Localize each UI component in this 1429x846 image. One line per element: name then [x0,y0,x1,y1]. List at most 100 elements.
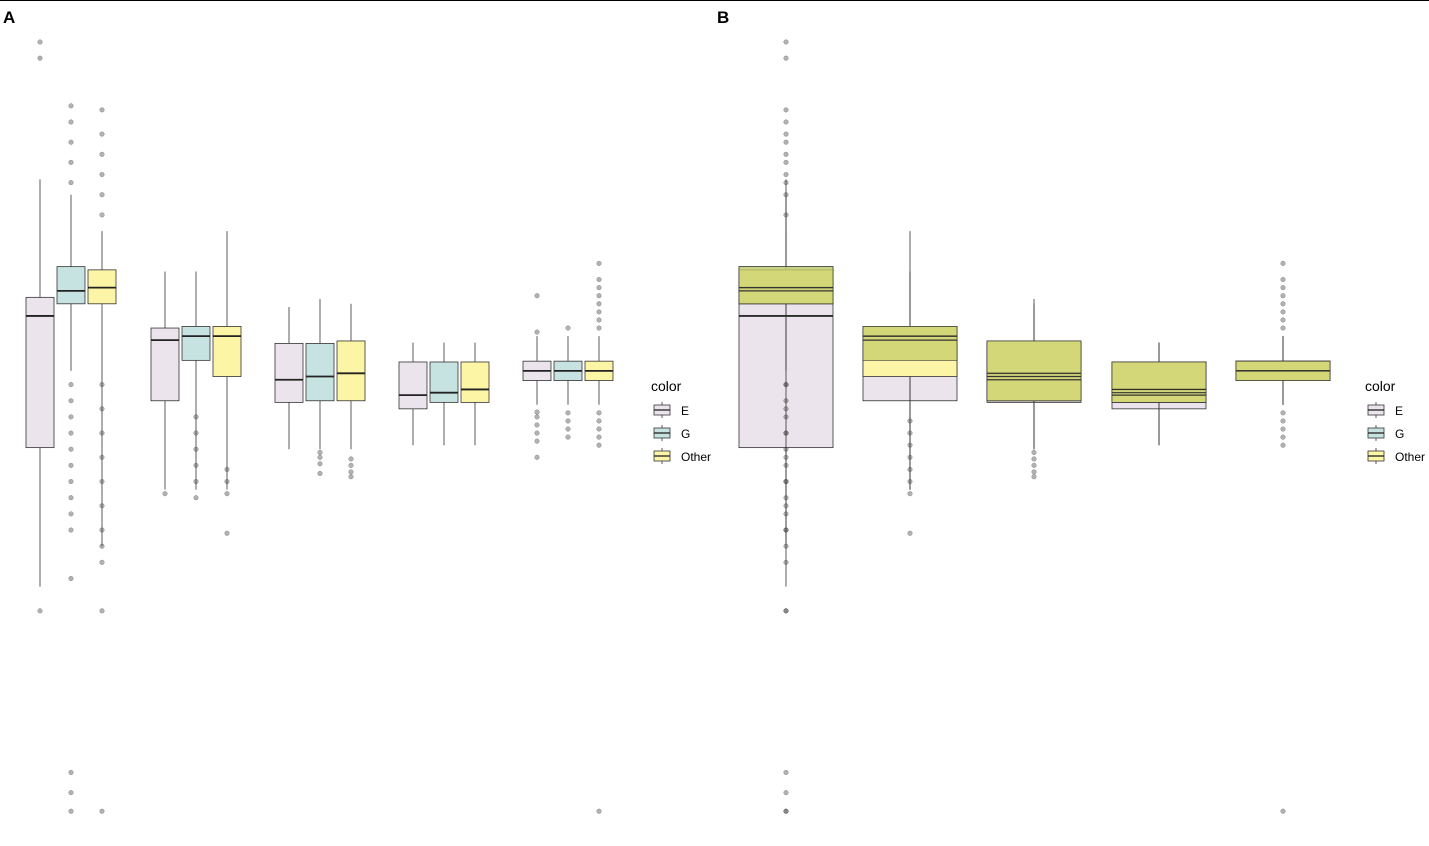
b-g1-e-outlier-3 [783,55,789,61]
a-g5-e-outlier-1 [534,454,540,460]
a-g2-other-outlier-2 [224,491,230,497]
b-g1-overlap-tint [738,266,834,305]
panel-b-tag: B [717,8,729,27]
b-g2-other-outlier-5 [907,454,913,460]
a-g5-other-outlier-4 [596,426,602,432]
legend-a-label-other: Other [681,450,711,464]
b-g3-other-outlier-5 [1031,449,1037,456]
a-g5-other-outlier-2 [596,442,602,448]
a-g1-other-outlier-3 [99,559,105,565]
b-g2-other-outlier-3 [907,479,913,485]
b-g2-other-outlier-4 [907,466,913,472]
a-g2-e-box [150,327,180,402]
a-g1-other-outlier-11 [99,382,105,388]
b-g1-other-outlier-9 [783,430,789,436]
a-g2-other-box [212,326,242,377]
a-g5-e-outlier-8 [534,293,540,299]
b-g3-other-outlier-4 [1031,456,1037,462]
a-g2-g-outlier-2 [193,479,199,485]
a-g5-g-outlier-2 [565,426,571,432]
a-g2-other-outlier-3 [224,479,230,485]
b-g1-g-outlier-17 [783,119,789,125]
a-g1-g-outlier-1 [68,575,74,582]
a-g2-g-outlier-6 [193,414,199,420]
a-g1-other-outlier-7 [99,479,105,485]
a-g5-e-outlier-3 [534,430,540,436]
panel-a-legend: color E G Other [651,378,711,464]
a-g5-other-outlier-1 [596,808,602,814]
a-g1-other-outlier-8 [99,454,105,460]
a-g1-g-outlier-5 [68,527,74,533]
a-g1-g-outlier-11 [68,430,74,436]
b-g1-other-outlier-3 [783,559,789,565]
a-g5-other-outlier-13 [596,277,602,283]
a-g2-g-box [181,326,211,361]
b-g1-g-outlier-15 [783,159,789,165]
b-g5-other-outlier-10 [1280,301,1286,307]
a-g4-e-box [398,361,428,410]
b-g1-other-outlier-7 [783,479,789,485]
b-g1-other-outlier-5 [783,527,789,533]
b-g5-other-outlier-12 [1280,285,1286,291]
a-g2-other-outlier-1 [224,530,230,536]
b-g5-other-outlier-3 [1280,434,1286,440]
b-g3-other-outlier-3 [1031,462,1037,468]
b-g1-other-outlier-15 [783,151,789,157]
a-g1-g-outlier-12 [68,414,74,420]
a-g3-g-outlier-2 [317,461,323,467]
b-g3-other-outlier-1 [1031,474,1037,480]
a-g1-g-outlier-9 [68,462,74,468]
legend-b-label-e: E [1395,404,1403,418]
a-g3-g-box [305,342,335,402]
a-g1-g-outlier-2 [68,769,74,775]
a-g5-e-outlier-6 [534,409,540,415]
b-g1-other-outlier-4 [783,543,789,549]
b-g1-other-outlier-17 [783,107,789,113]
b-g1-other-outlier-14 [783,171,789,178]
a-g3-other-outlier-2 [348,469,354,475]
a-g3-other-outlier-1 [348,474,354,480]
a-g3-e-box [274,342,304,403]
a-g1-other-outlier-12 [99,212,105,218]
a-g2-g-outlier-1 [193,495,199,501]
a-g2-g-outlier-5 [193,430,199,436]
legend-b-keys [1367,402,1385,464]
a-g1-e-outlier-1 [37,608,43,614]
b-g2-other-outlier-8 [907,418,913,424]
b-g1-other-outlier-16 [783,131,789,137]
a-g1-g-box [56,266,86,305]
a-g3-g-outlier-3 [317,454,323,460]
a-g5-other-outlier-6 [596,410,602,416]
a-g1-e-outlier-2 [37,39,43,45]
a-g1-g-outlier-18 [68,119,74,125]
a-g1-g-outlier-4 [68,808,74,814]
a-g3-g-outlier-4 [317,449,323,456]
b-g2-overlap-tint [862,326,958,361]
a-g3-other-outlier-3 [348,462,354,468]
a-g1-other-outlier-4 [99,543,105,549]
b-g5-other-outlier-9 [1280,309,1286,315]
b-g1-e-outlier-2 [783,39,789,45]
a-g1-g-outlier-10 [68,446,74,452]
legend-b-title: color [1365,378,1396,394]
a-g3-other-box [336,340,366,402]
b-g5-other-outlier-4 [1280,426,1286,432]
b-g1-other-outlier-12 [783,212,789,218]
b-g5-other-outlier-7 [1280,325,1286,331]
panel-b-legend: color E G Other [1365,378,1425,464]
legend-b-label-g: G [1395,427,1404,441]
a-g1-g-outlier-3 [68,790,74,796]
a-g4-other-box [460,361,490,403]
legend-b-label-other: Other [1395,450,1425,464]
b-g5-other-outlier-1 [1280,808,1286,814]
panel-a-plot [25,39,614,814]
a-g5-e-outlier-2 [534,438,540,444]
a-g5-other-outlier-12 [596,285,602,291]
a-g1-other-outlier-6 [99,503,105,509]
a-g1-other-outlier-16 [99,131,105,137]
a-g1-other-outlier-14 [99,171,105,178]
legend-a-label-g: G [681,427,690,441]
b-g1-other-outlier-13 [783,192,789,198]
legend-a-keys [653,402,671,464]
